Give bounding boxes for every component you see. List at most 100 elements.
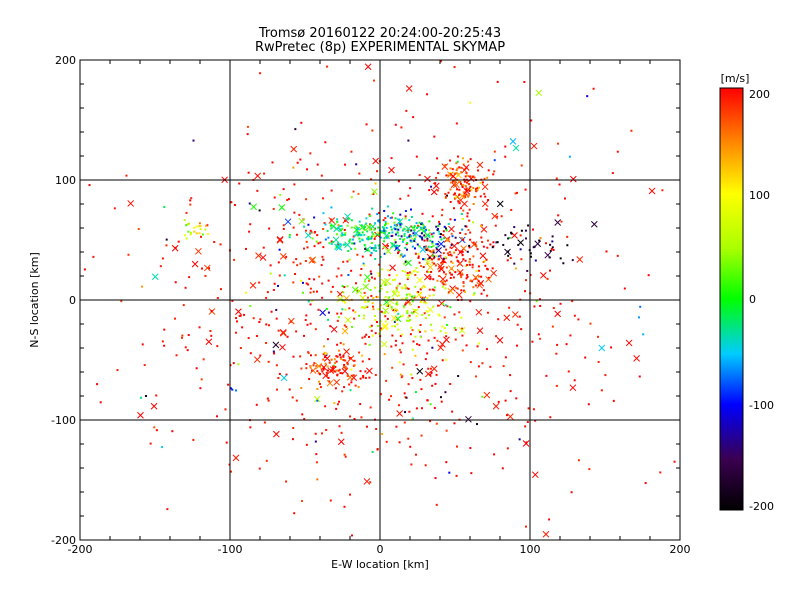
data-point bbox=[455, 256, 458, 259]
data-point bbox=[308, 378, 311, 381]
data-point bbox=[352, 235, 355, 238]
data-point bbox=[348, 307, 351, 310]
data-point bbox=[430, 233, 433, 236]
data-point bbox=[300, 121, 303, 124]
data-point bbox=[303, 417, 306, 420]
data-point bbox=[309, 322, 312, 325]
data-point bbox=[235, 389, 238, 392]
data-point bbox=[462, 238, 465, 241]
data-point bbox=[206, 224, 209, 227]
data-point bbox=[454, 271, 457, 274]
data-point-cross bbox=[347, 355, 355, 362]
data-point bbox=[346, 260, 349, 263]
data-point bbox=[440, 266, 443, 269]
data-point bbox=[351, 238, 354, 241]
data-point bbox=[430, 329, 433, 332]
data-point bbox=[458, 202, 461, 205]
data-point bbox=[380, 310, 383, 313]
data-point bbox=[461, 349, 464, 352]
data-point bbox=[195, 225, 198, 228]
data-point bbox=[376, 231, 379, 234]
data-point bbox=[422, 266, 425, 269]
data-point bbox=[413, 269, 416, 272]
data-point-cross bbox=[320, 363, 328, 371]
data-point bbox=[183, 219, 186, 222]
data-point bbox=[562, 262, 565, 265]
data-point bbox=[445, 229, 448, 232]
data-point bbox=[248, 230, 251, 233]
data-point bbox=[563, 197, 566, 200]
data-point bbox=[433, 255, 436, 258]
data-point bbox=[451, 410, 454, 413]
data-point bbox=[346, 224, 349, 227]
data-point bbox=[529, 255, 532, 258]
data-point bbox=[365, 425, 368, 428]
data-point bbox=[623, 287, 626, 290]
data-point-cross bbox=[535, 89, 543, 97]
data-point bbox=[390, 216, 393, 219]
colorbar-label: [m/s] bbox=[721, 72, 750, 85]
data-point bbox=[378, 247, 381, 250]
data-point bbox=[439, 233, 442, 236]
data-point bbox=[410, 463, 413, 466]
data-point bbox=[408, 219, 411, 222]
data-point bbox=[447, 237, 450, 240]
data-point bbox=[496, 241, 499, 244]
data-point bbox=[422, 227, 425, 230]
colorbar-gradient bbox=[719, 87, 744, 511]
data-point bbox=[600, 389, 603, 392]
data-point-cross bbox=[279, 343, 286, 351]
data-point bbox=[195, 367, 198, 370]
data-point bbox=[318, 383, 321, 386]
data-point-cross bbox=[424, 231, 431, 239]
data-point-cross bbox=[441, 163, 449, 170]
data-point bbox=[186, 223, 189, 226]
data-point bbox=[415, 222, 418, 225]
data-point bbox=[335, 407, 338, 410]
data-point-cross bbox=[254, 172, 262, 180]
data-point-cross bbox=[448, 225, 455, 233]
data-point bbox=[431, 240, 434, 243]
data-point-cross bbox=[512, 144, 520, 152]
data-point bbox=[305, 314, 308, 317]
data-point bbox=[394, 123, 397, 126]
data-point bbox=[365, 222, 368, 225]
data-point bbox=[516, 323, 519, 326]
data-point bbox=[431, 261, 434, 264]
data-point bbox=[455, 122, 458, 125]
data-point bbox=[482, 260, 485, 263]
data-point bbox=[161, 257, 164, 260]
data-point bbox=[428, 314, 431, 317]
data-point bbox=[417, 329, 420, 332]
data-point bbox=[372, 297, 375, 300]
data-point bbox=[409, 239, 412, 242]
data-point bbox=[465, 172, 468, 175]
data-point bbox=[524, 279, 527, 282]
y-axis-label: N-S location [km] bbox=[28, 252, 41, 348]
data-point bbox=[477, 265, 480, 268]
data-point-cross bbox=[394, 244, 401, 252]
data-point bbox=[380, 284, 383, 287]
data-point bbox=[421, 238, 424, 241]
data-point bbox=[199, 225, 202, 228]
data-point bbox=[352, 190, 355, 193]
data-point bbox=[466, 275, 469, 278]
data-point-cross bbox=[648, 187, 656, 195]
data-point bbox=[340, 358, 343, 361]
data-point bbox=[390, 157, 393, 160]
data-point bbox=[259, 318, 262, 321]
data-point bbox=[363, 243, 366, 246]
data-point bbox=[305, 443, 308, 446]
data-point bbox=[435, 176, 438, 179]
data-point bbox=[404, 260, 407, 263]
data-point bbox=[296, 264, 299, 267]
data-point bbox=[427, 367, 430, 370]
data-point bbox=[415, 364, 418, 367]
data-point-cross bbox=[430, 365, 438, 373]
data-point bbox=[265, 296, 268, 299]
data-point bbox=[566, 244, 569, 247]
data-point bbox=[502, 243, 505, 246]
data-point bbox=[460, 276, 463, 279]
data-point bbox=[432, 249, 435, 252]
data-point-cross bbox=[424, 175, 431, 183]
